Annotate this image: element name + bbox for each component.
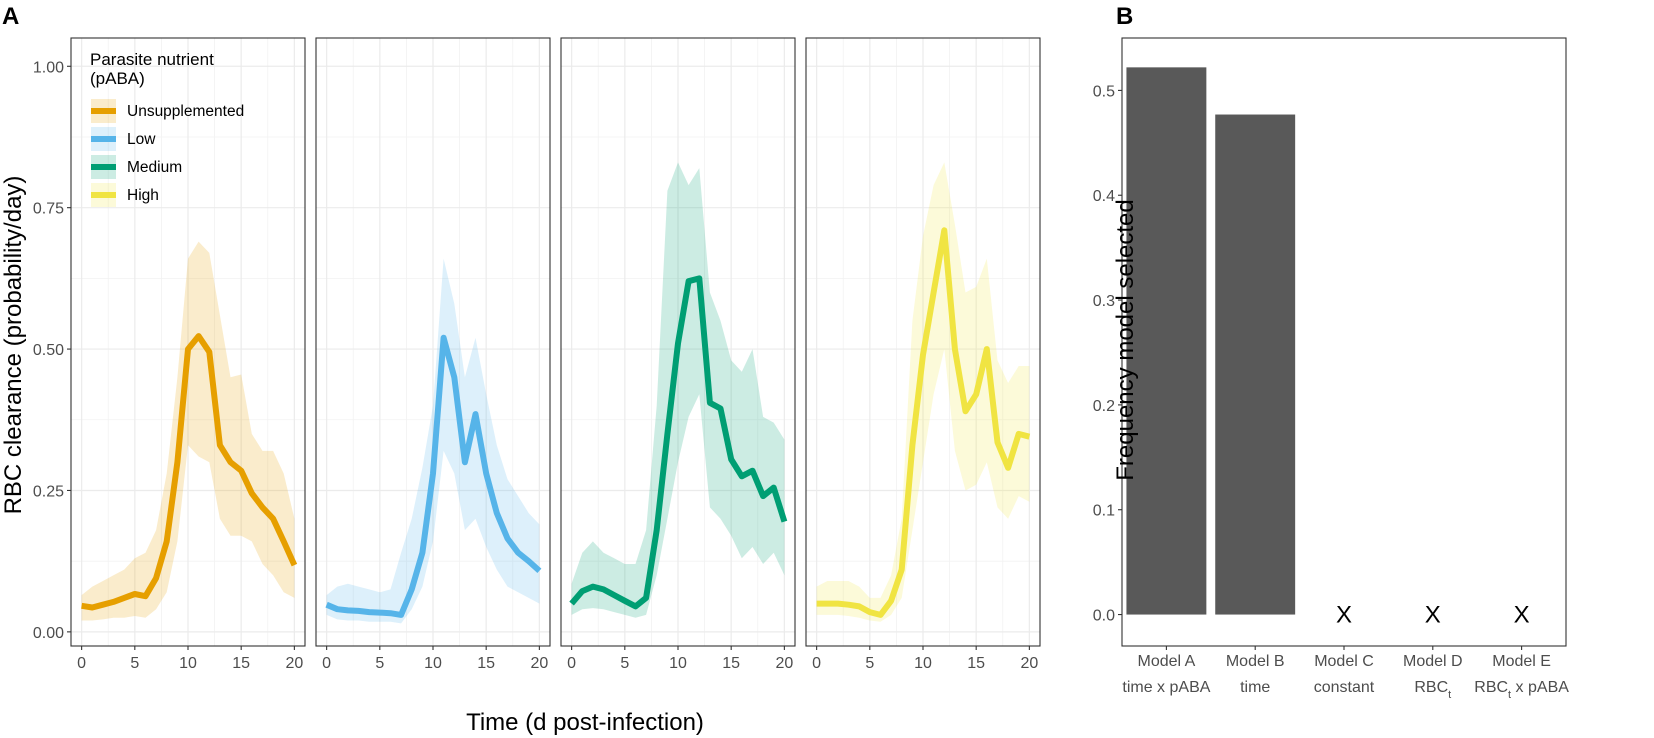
x-tick-label: 20 — [1020, 655, 1038, 672]
panel-a-x-axis-title: Time (d post-infection) — [466, 709, 704, 736]
x-tick-label: 0 — [77, 655, 86, 672]
y-tick-label: 0.4 — [1093, 188, 1115, 205]
x-tick-label: 15 — [477, 655, 495, 672]
y-tick-label: 0.0 — [1093, 608, 1115, 625]
zero-marker-x: X — [1514, 602, 1530, 629]
panel-label-a: A — [2, 3, 19, 30]
y-tick-label: 0.2 — [1093, 398, 1115, 415]
x-tick-label: 5 — [375, 655, 384, 672]
x-tick-label: 20 — [775, 655, 793, 672]
category-label: Model C — [1314, 653, 1374, 670]
x-tick-label: 0 — [812, 655, 821, 672]
x-tick-label: 10 — [914, 655, 932, 672]
bar-model-a — [1126, 67, 1207, 615]
legend-entry-label: High — [127, 187, 159, 204]
panel-border — [1121, 37, 1567, 647]
series-line-low — [325, 334, 542, 618]
panel-a-line-charts: 0 5 10 15 20 0.00 0.25 0.50 0.75 1.00 0 5 10 15 20 0 5 10… — [33, 37, 1041, 672]
series-line-medium — [569, 275, 788, 610]
category-subtitle: RBCt x pABA — [1474, 679, 1569, 701]
panel-b-bar-chart: Model A time x pABA Model B time X Model C con… — [1093, 37, 1569, 701]
category-subtitle: time x pABA — [1122, 679, 1210, 696]
confidence-ribbon-unsupplemented — [81, 241, 295, 621]
x-tick-label: 20 — [285, 655, 303, 672]
facet-unsupplemented: 0 5 10 15 20 0.00 0.25 0.50 0.75 1.00 — [33, 37, 306, 672]
category-subtitle: RBCt — [1414, 679, 1451, 701]
bar-model-b — [1215, 114, 1296, 615]
x-tick-label: 10 — [669, 655, 687, 672]
y-tick-label: 0.5 — [1093, 83, 1115, 100]
x-tick-label: 10 — [424, 655, 442, 672]
x-tick-label: 15 — [232, 655, 250, 672]
y-tick-label: 1.00 — [33, 59, 64, 76]
panel-a-y-axis-title: RBC clearance (probability/day) — [0, 176, 27, 515]
y-tick-label: 0.50 — [33, 342, 64, 359]
category-subtitle: time — [1240, 679, 1270, 696]
panel-label-b: B — [1116, 3, 1133, 30]
x-tick-label: 15 — [967, 655, 985, 672]
legend-entry-label: Low — [127, 131, 156, 148]
confidence-ribbon-high — [816, 162, 1030, 622]
facet-low: 0 5 10 15 20 — [315, 37, 551, 672]
zero-marker-x: X — [1336, 602, 1352, 629]
y-tick-label: 0.1 — [1093, 503, 1115, 520]
y-tick-label: 0.3 — [1093, 293, 1115, 310]
x-tick-label: 0 — [567, 655, 576, 672]
x-tick-label: 10 — [179, 655, 197, 672]
x-tick-label: 20 — [530, 655, 548, 672]
category-label: Model B — [1226, 653, 1285, 670]
legend: Parasite nutrient(pABA) Unsupplemented Low… — [90, 50, 244, 207]
category-label: Model A — [1137, 653, 1195, 670]
facet-high: 0 5 10 15 20 — [805, 37, 1041, 672]
x-tick-label: 5 — [130, 655, 139, 672]
facet-medium: 0 5 10 15 20 — [560, 37, 796, 672]
confidence-ribbon-medium — [571, 162, 785, 618]
x-tick-label: 0 — [322, 655, 331, 672]
category-subtitle: constant — [1314, 679, 1375, 696]
x-tick-label: 5 — [865, 655, 874, 672]
y-tick-label: 0.75 — [33, 201, 64, 218]
y-tick-label: 0.00 — [33, 625, 64, 642]
series-line-unsupplemented — [81, 333, 298, 611]
zero-marker-x: X — [1425, 602, 1441, 629]
legend-title-line: Parasite nutrient — [90, 50, 214, 69]
category-label: Model D — [1403, 653, 1463, 670]
series-line-high — [816, 227, 1031, 618]
legend-entry-label: Unsupplemented — [127, 103, 244, 120]
legend-entry-label: Medium — [127, 159, 182, 176]
y-tick-label: 0.25 — [33, 483, 64, 500]
legend-title-line: (pABA) — [90, 69, 145, 88]
x-tick-label: 5 — [620, 655, 629, 672]
panel-b-y-axis-title: Frequency model selected — [1112, 199, 1139, 480]
x-tick-label: 15 — [722, 655, 740, 672]
category-label: Model E — [1492, 653, 1551, 670]
